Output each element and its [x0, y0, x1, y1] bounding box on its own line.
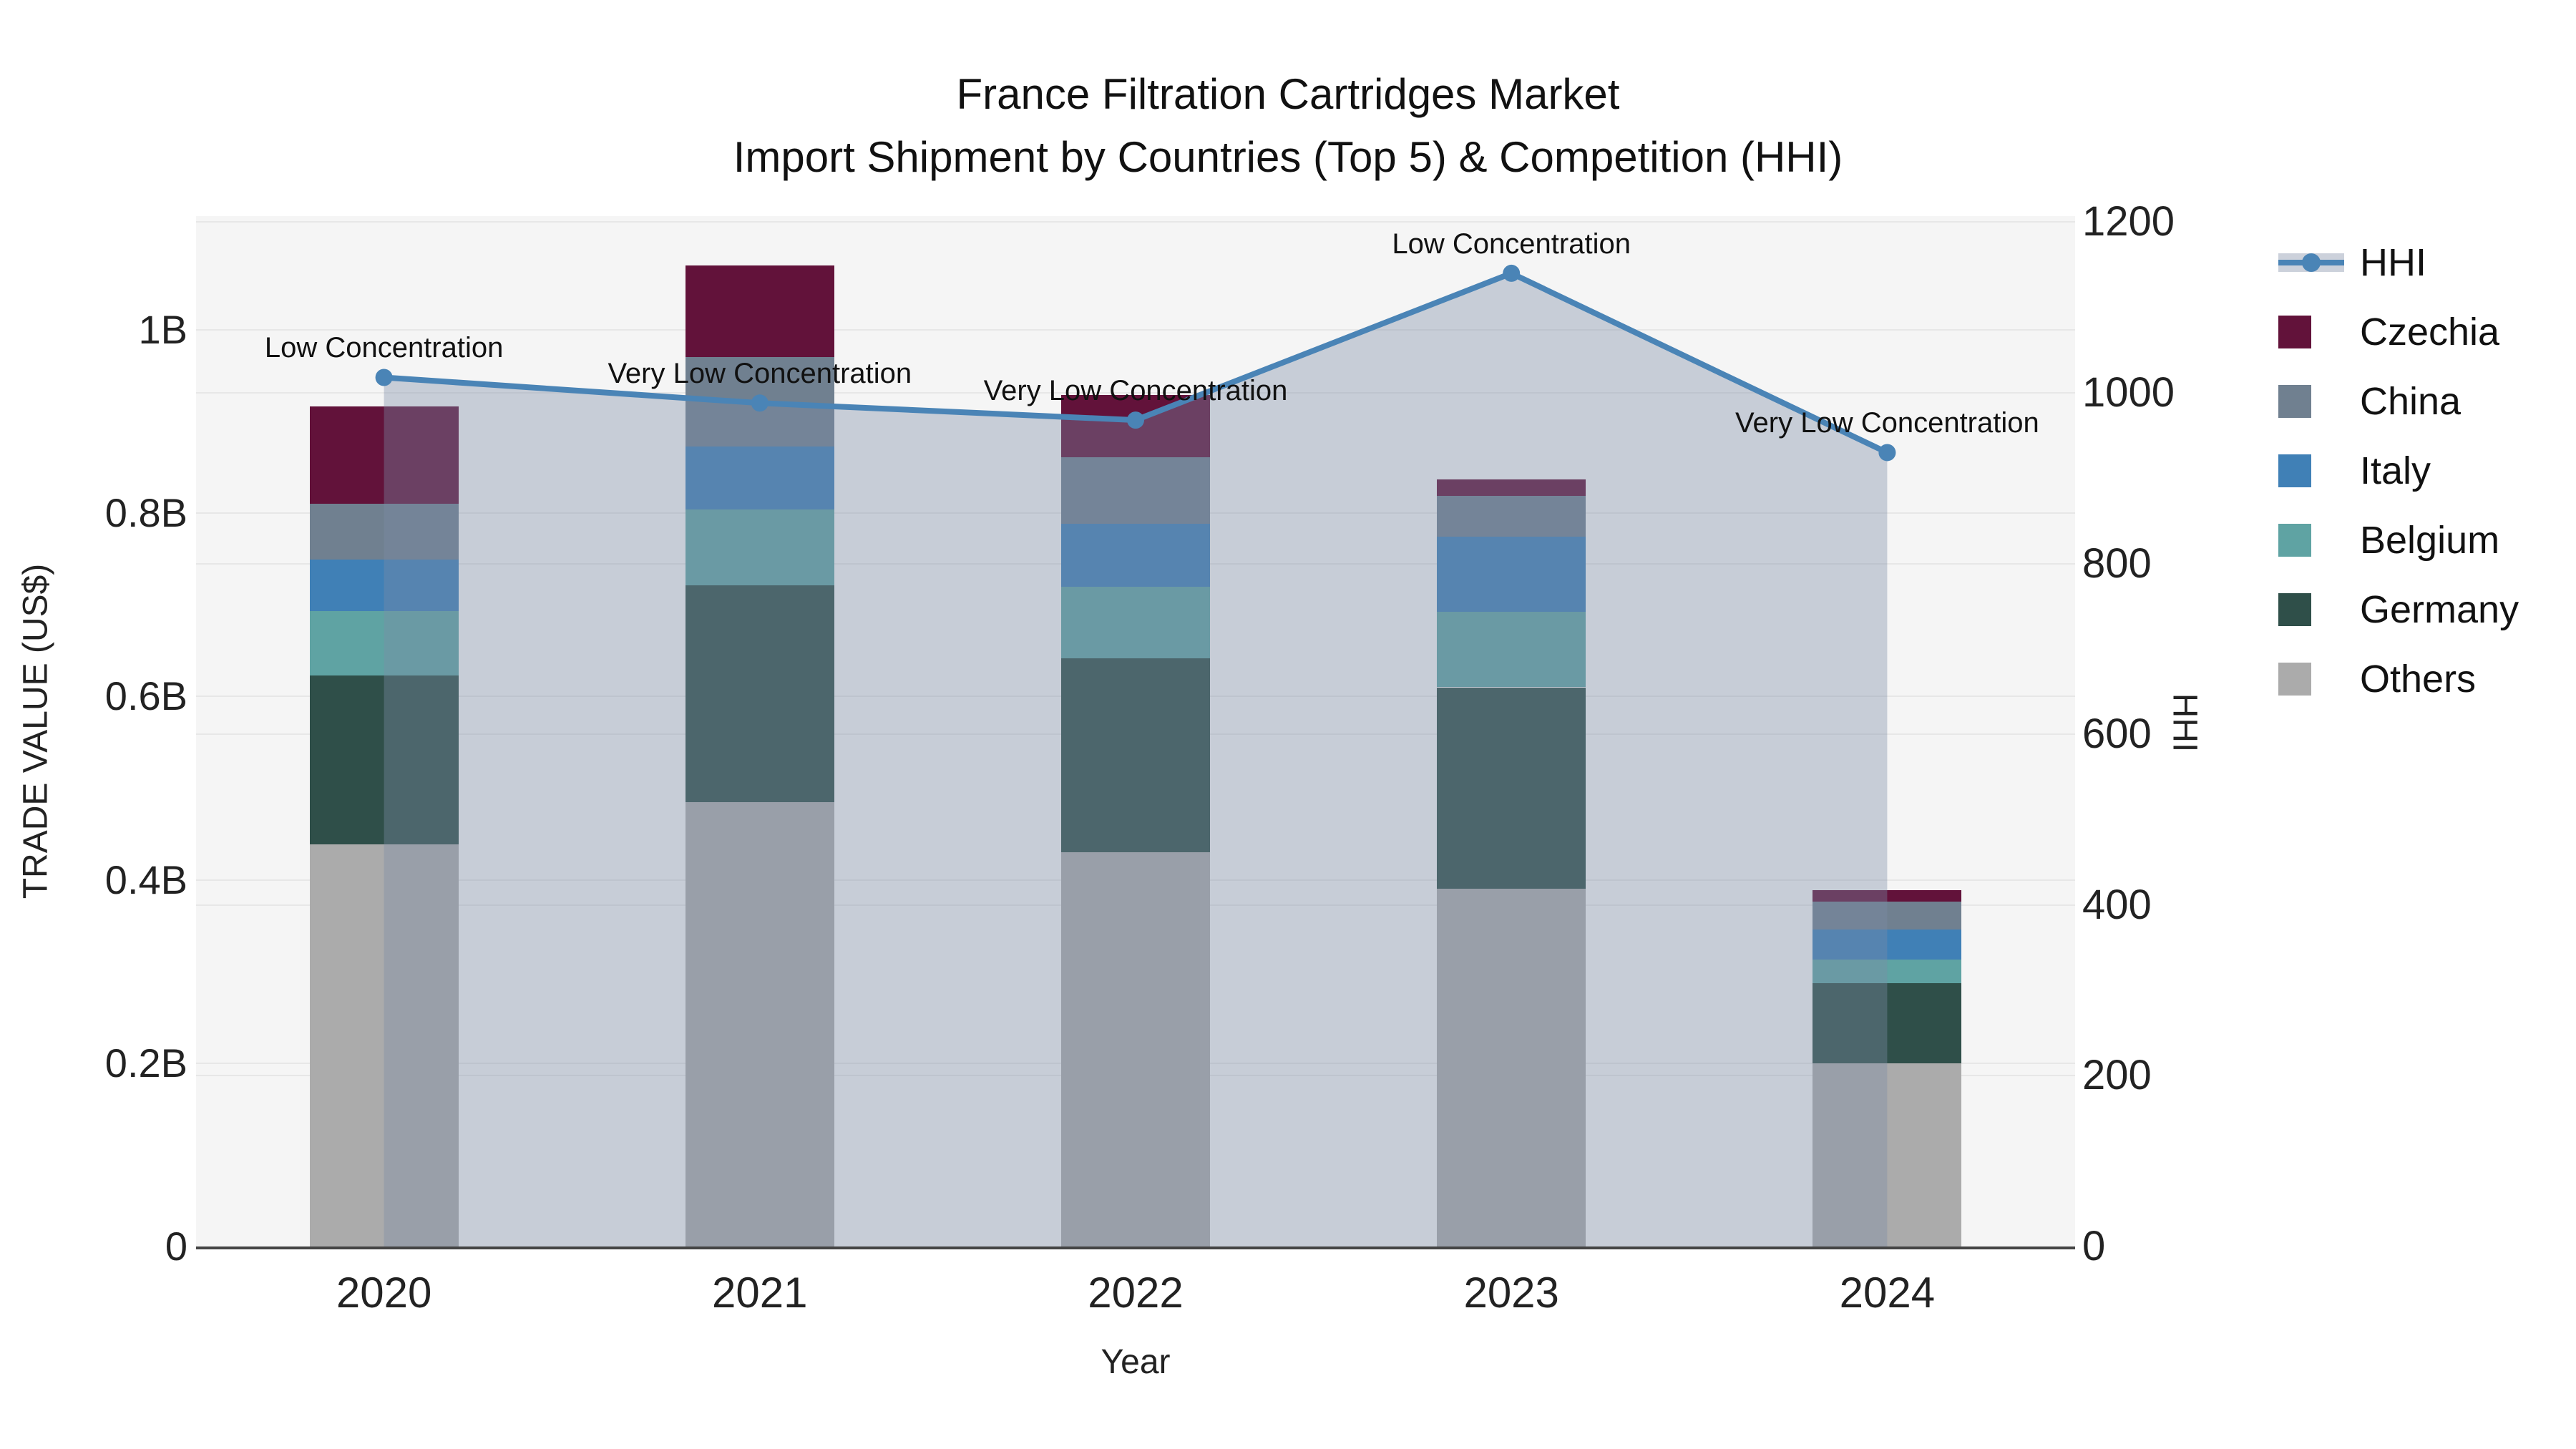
y-right-tick-0: 0 [2082, 1223, 2106, 1269]
y-axis-left-title: TRADE VALUE (US$) [16, 563, 55, 899]
bar-segment-others-2022 [1061, 852, 1210, 1246]
chart-title-line1: France Filtration Cartridges Market [956, 70, 1620, 118]
x-tick-2024: 2024 [1839, 1269, 1936, 1317]
bar-segment-china-2022 [1061, 457, 1210, 525]
legend-swatch-icon [2278, 523, 2350, 557]
x-tick-2022: 2022 [1088, 1269, 1184, 1317]
bar-segment-belgium-2020 [309, 611, 459, 675]
legend-label-czechia: Czechia [2360, 310, 2500, 353]
legend-label-others: Others [2360, 657, 2477, 701]
bar-segment-others-2023 [1437, 889, 1586, 1246]
hhi-line-legend-icon [2278, 245, 2350, 280]
bar-segment-belgium-2024 [1813, 960, 1962, 984]
y-right-tick-600: 600 [2082, 711, 2152, 758]
bar-segment-others-2024 [1813, 1063, 1962, 1246]
bar-segment-belgium-2022 [1061, 586, 1210, 658]
bar-segment-china-2024 [1813, 902, 1962, 930]
bar-segment-czechia-2024 [1813, 889, 1962, 902]
bar-segment-belgium-2021 [685, 509, 834, 586]
gridline [196, 221, 2075, 223]
bar-segment-others-2021 [685, 801, 834, 1246]
legend-item-italy[interactable]: Italy [2278, 436, 2519, 505]
bar-segment-czechia-2023 [1437, 479, 1586, 496]
hhi-area-fill [384, 273, 1888, 1246]
gridline [196, 391, 2075, 394]
y-right-tick-200: 200 [2082, 1052, 2152, 1099]
legend-swatch-others [2278, 662, 2311, 696]
hhi-marker-2021 [751, 394, 769, 412]
annotation-2021: Very Low Concentration [608, 358, 912, 390]
bar-segment-italy-2020 [309, 560, 459, 612]
gridline [196, 328, 2075, 331]
bar-segment-italy-2024 [1813, 929, 1962, 960]
x-tick-2023: 2023 [1463, 1269, 1559, 1317]
bar-segment-italy-2021 [685, 446, 834, 509]
bar-segment-germany-2022 [1061, 658, 1210, 853]
bar-segment-china-2020 [309, 504, 459, 560]
annotation-2023: Low Concentration [1392, 228, 1631, 260]
legend-swatch-icon [2278, 315, 2350, 348]
y-right-tick-800: 800 [2082, 540, 2152, 587]
y-left-tick-0.6B: 0.6B [104, 673, 187, 719]
legend-item-czechia[interactable]: Czechia [2278, 297, 2519, 366]
hhi-marker-2024 [1878, 444, 1896, 462]
y-left-tick-1B: 1B [138, 306, 188, 352]
legend-swatch-icon [2278, 384, 2350, 418]
hhi-marker-2022 [1127, 411, 1144, 429]
legend-swatch-china [2278, 384, 2311, 418]
annotation-2020: Low Concentration [264, 332, 504, 364]
y-right-tick-1000: 1000 [2082, 369, 2175, 416]
hhi-marker-2023 [1503, 264, 1521, 282]
legend: HHI Czechia China Italy Belgium Germany Others [2278, 228, 2519, 713]
bar-segment-italy-2022 [1061, 524, 1210, 587]
hhi-marker-2020 [375, 369, 393, 386]
legend-swatch-icon [2278, 454, 2350, 487]
chart-title: France Filtration Cartridges Market Impo… [0, 63, 2576, 189]
legend-label-hhi: HHI [2360, 240, 2426, 284]
legend-swatch-italy [2278, 454, 2311, 487]
legend-swatch-germany [2278, 592, 2311, 626]
bar-segment-belgium-2023 [1437, 612, 1586, 688]
bar-segment-germany-2023 [1437, 687, 1586, 889]
y-right-tick-1200: 1200 [2082, 198, 2175, 245]
y-right-tick-400: 400 [2082, 881, 2152, 928]
legend-item-others[interactable]: Others [2278, 644, 2519, 713]
hhi-line-layer [375, 264, 1896, 1246]
annotation-2022: Very Low Concentration [983, 375, 1288, 407]
bar-segment-china-2023 [1437, 495, 1586, 537]
bar-segment-germany-2024 [1813, 983, 1962, 1063]
hhi-line-legend-icon [2278, 245, 2344, 280]
bar-segment-others-2020 [309, 844, 459, 1246]
y-left-tick-0.8B: 0.8B [104, 490, 187, 536]
bar-segment-czechia-2020 [309, 406, 459, 504]
plot-area: Low Concentration Very Low Concentration V… [196, 216, 2075, 1249]
legend-label-italy: Italy [2360, 449, 2431, 492]
legend-swatch-belgium [2278, 523, 2311, 557]
x-tick-2020: 2020 [336, 1269, 432, 1317]
legend-item-hhi[interactable]: HHI [2278, 228, 2519, 297]
y-left-tick-0: 0 [165, 1224, 187, 1269]
chart-title-line2: Import Shipment by Countries (Top 5) & C… [733, 133, 1843, 181]
hhi-line-legend-icon-part [2302, 253, 2321, 272]
legend-label-belgium: Belgium [2360, 518, 2500, 562]
legend-item-china[interactable]: China [2278, 366, 2519, 436]
legend-swatch-icon [2278, 592, 2350, 626]
bar-segment-germany-2021 [685, 585, 834, 802]
legend-item-germany[interactable]: Germany [2278, 575, 2519, 644]
x-axis-title: Year [1101, 1343, 1171, 1381]
y-left-tick-0.4B: 0.4B [104, 857, 187, 902]
annotation-2024: Very Low Concentration [1735, 407, 2039, 439]
y-left-tick-0.2B: 0.2B [104, 1040, 187, 1085]
legend-item-belgium[interactable]: Belgium [2278, 505, 2519, 575]
bar-segment-italy-2023 [1437, 537, 1586, 613]
bar-segment-czechia-2021 [685, 265, 834, 358]
bar-segment-germany-2020 [309, 675, 459, 844]
y-axis-right-title: HHI [2165, 693, 2204, 753]
x-tick-2021: 2021 [712, 1269, 808, 1317]
legend-swatch-czechia [2278, 315, 2311, 348]
legend-swatch-icon [2278, 662, 2350, 696]
legend-label-china: China [2360, 379, 2462, 423]
legend-label-germany: Germany [2360, 587, 2519, 631]
